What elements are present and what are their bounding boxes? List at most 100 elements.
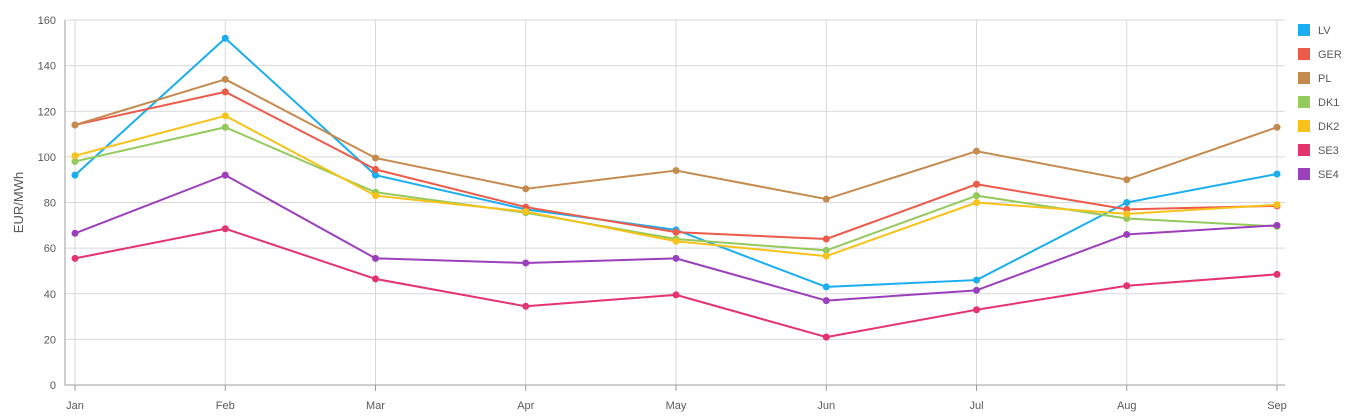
legend-item-lv[interactable]: LV [1298, 24, 1331, 37]
legend-item-dk1[interactable]: DK1 [1298, 96, 1339, 109]
data-point[interactable] [672, 167, 680, 175]
legend-swatch [1298, 24, 1310, 36]
data-point[interactable] [1273, 221, 1281, 229]
series-pl [71, 75, 1281, 203]
data-point[interactable] [973, 276, 980, 284]
grid [65, 19, 1285, 385]
y-tick-label: 80 [44, 198, 56, 210]
series-se4 [71, 171, 1281, 305]
data-point[interactable] [372, 192, 379, 200]
y-tick-label: 40 [44, 289, 56, 301]
data-point[interactable] [822, 333, 830, 341]
data-point[interactable] [973, 147, 980, 155]
x-tick-label: Feb [216, 400, 235, 412]
data-point[interactable] [672, 291, 680, 299]
x-tick-label: Aug [1117, 400, 1137, 412]
data-point[interactable] [973, 286, 980, 294]
data-point[interactable] [973, 306, 980, 314]
data-point[interactable] [822, 195, 830, 203]
x-tick-label: Jun [817, 400, 835, 412]
y-tick-label: 120 [38, 106, 56, 118]
data-point[interactable] [1123, 210, 1131, 218]
data-point[interactable] [372, 154, 379, 162]
data-point[interactable] [672, 237, 680, 245]
data-point[interactable] [221, 88, 229, 96]
series-se3 [71, 225, 1281, 341]
data-point[interactable] [1273, 270, 1281, 278]
y-tick-label: 60 [44, 243, 56, 255]
data-point[interactable] [221, 112, 229, 120]
data-point[interactable] [221, 123, 229, 131]
data-point[interactable] [973, 199, 980, 206]
data-point[interactable] [1123, 282, 1131, 290]
data-point[interactable] [221, 225, 229, 233]
legend-item-se4[interactable]: SE4 [1298, 168, 1339, 181]
legend-swatch [1298, 120, 1310, 132]
x-tick-label: Jan [66, 400, 84, 412]
data-point[interactable] [822, 246, 830, 254]
data-point[interactable] [1123, 230, 1131, 238]
legend-label: DK2 [1318, 121, 1339, 133]
data-point[interactable] [372, 275, 379, 283]
y-tick-label: 140 [38, 61, 56, 73]
legend-label: DK1 [1318, 97, 1339, 109]
legend-label: PL [1318, 73, 1331, 85]
data-point[interactable] [822, 283, 830, 291]
y-tick-label: 160 [38, 15, 56, 27]
y-axis-title: EUR/MWh [11, 172, 26, 233]
data-point[interactable] [221, 171, 229, 179]
data-point[interactable] [672, 228, 680, 236]
x-tick-label: Mar [366, 400, 385, 412]
data-point[interactable] [372, 165, 379, 173]
legend-swatch [1298, 168, 1310, 180]
legend-label: SE3 [1318, 145, 1339, 157]
data-point[interactable] [372, 254, 379, 262]
legend-label: GER [1318, 49, 1342, 61]
data-point[interactable] [522, 185, 530, 193]
data-point[interactable] [71, 157, 79, 165]
data-point[interactable] [973, 180, 980, 188]
x-tick-label: May [666, 400, 687, 412]
legend-item-dk2[interactable]: DK2 [1298, 120, 1339, 133]
data-point[interactable] [822, 297, 830, 305]
data-point[interactable] [522, 208, 530, 216]
data-point[interactable] [822, 252, 830, 260]
legend-item-ger[interactable]: GER [1298, 48, 1342, 61]
data-point[interactable] [372, 171, 379, 179]
axes: 0 20 40 60 80 100 120 140 160 Jan Feb Mar Apr May Jun J… [38, 15, 1287, 412]
data-point[interactable] [221, 75, 229, 83]
series-lines [71, 34, 1281, 341]
data-point[interactable] [522, 259, 530, 267]
y-tick-label: 0 [50, 380, 56, 392]
legend-swatch [1298, 72, 1310, 84]
data-point[interactable] [71, 229, 79, 237]
data-point[interactable] [973, 192, 980, 200]
legend-swatch [1298, 96, 1310, 108]
data-point[interactable] [522, 302, 530, 310]
data-point[interactable] [71, 171, 79, 179]
x-tick-label: Sep [1267, 400, 1287, 412]
series-dk2 [71, 112, 1281, 260]
data-point[interactable] [71, 152, 79, 160]
data-point[interactable] [1123, 176, 1131, 184]
data-point[interactable] [221, 34, 229, 42]
data-point[interactable] [1273, 123, 1281, 131]
data-point[interactable] [672, 254, 680, 262]
x-tick-label: Apr [517, 400, 534, 412]
data-point[interactable] [1123, 199, 1131, 206]
y-tick-label: 20 [44, 334, 56, 346]
data-point[interactable] [1273, 170, 1281, 178]
x-tick-label: Jul [969, 400, 983, 412]
legend-item-se3[interactable]: SE3 [1298, 144, 1339, 157]
data-point[interactable] [71, 254, 79, 262]
data-point[interactable] [822, 235, 830, 243]
legend-item-pl[interactable]: PL [1298, 72, 1331, 85]
data-point[interactable] [71, 121, 79, 129]
legend: LV GER PL DK1 DK2 SE3 SE4 [1298, 24, 1342, 181]
legend-label: LV [1318, 25, 1331, 37]
legend-swatch [1298, 144, 1310, 156]
legend-swatch [1298, 48, 1310, 60]
legend-label: SE4 [1318, 169, 1339, 181]
data-point[interactable] [1273, 201, 1281, 209]
